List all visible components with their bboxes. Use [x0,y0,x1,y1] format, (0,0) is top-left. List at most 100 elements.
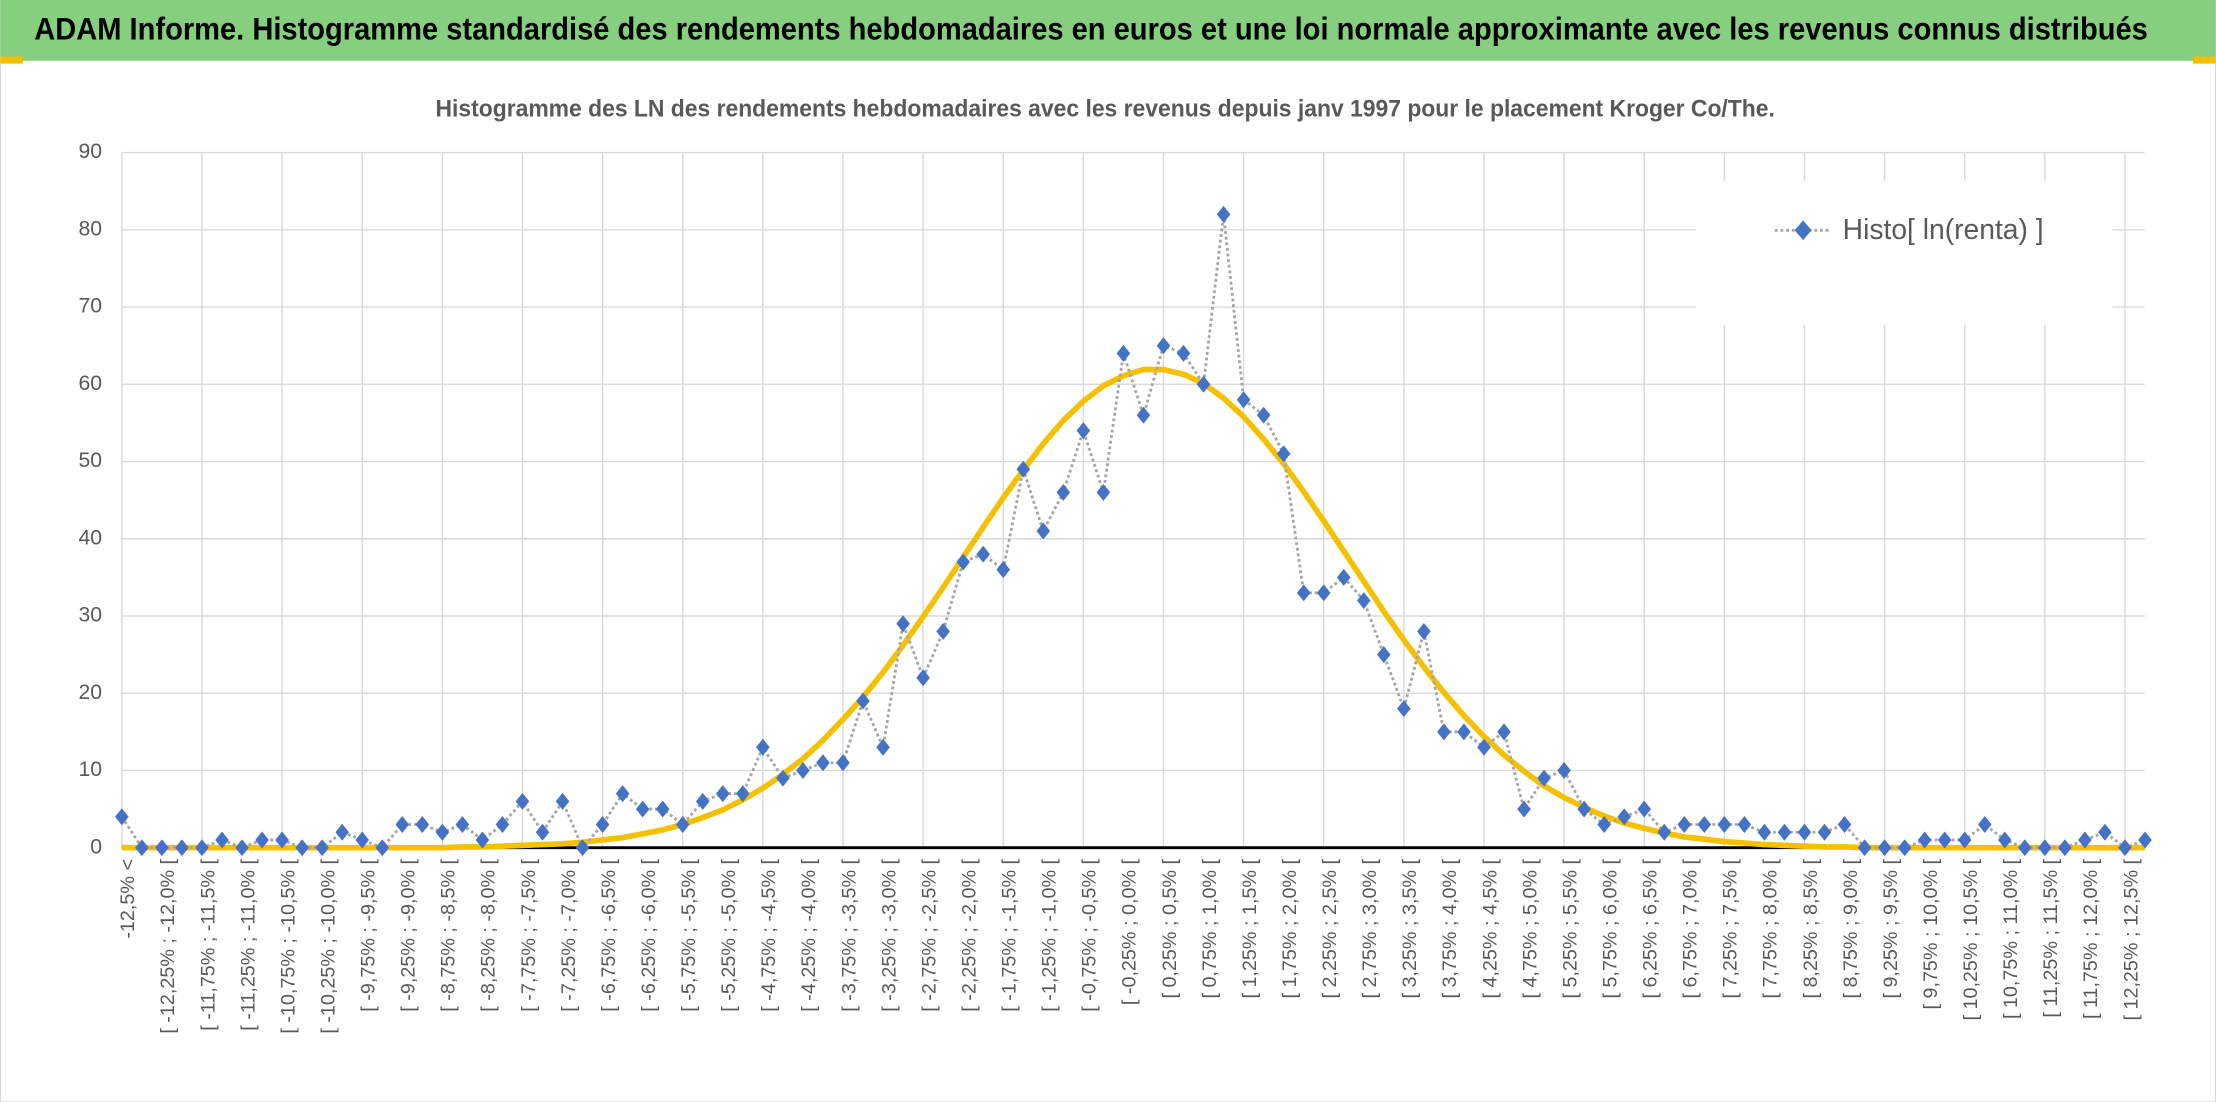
data-point [1677,816,1692,833]
data-point [595,816,610,833]
x-tick-label: [ 9,25% ; 9,5% [ [1880,858,1902,998]
data-point [1877,839,1892,857]
data-point [2078,831,2092,849]
data-point [1116,344,1131,362]
data-point [1957,831,1972,849]
data-point [1176,344,1191,362]
x-tick-label: [ 3,25% ; 3,5% [ [1399,858,1421,998]
data-point [415,816,430,833]
corner [2193,56,2216,64]
x-tick-label: [ -10,75% ; -10,5% [ [277,858,299,1033]
data-point [1998,831,2012,849]
data-point [635,800,650,818]
data-point [1196,375,1211,393]
data-point [1296,584,1311,602]
y-tick-label: 20 [78,681,102,704]
data-point [315,839,329,857]
x-tick-label: [ -6,75% ; -6,5% [ [598,858,620,1011]
data-point [555,792,570,810]
x-tick-label: [ -0,75% ; -0,5% [ [1079,858,1101,1011]
x-tick-label: [ 5,75% ; 6,0% [ [1599,858,1621,998]
x-tick-label: [ -11,75% ; -11,5% [ [197,859,219,1031]
corner [0,56,23,64]
data-point [2038,839,2052,857]
x-tick-label: [ -4,25% ; -4,0% [ [798,858,820,1011]
data-point [1336,568,1351,586]
data-point [836,754,850,772]
x-tick-label: [ 10,75% ; 11,0% [ [2000,858,2022,1019]
data-point [535,823,550,841]
x-tick-label: [ 7,25% ; 7,5% [ [1720,858,1742,998]
x-tick-label: [ -0,25% ; 0,0% [ [1119,858,1141,1005]
x-tick-label: [ -3,75% ; -3,5% [ [838,858,860,1011]
data-point [275,831,289,849]
data-point [675,816,690,833]
x-tick-label: [ 9,75% ; 10,0% [ [1920,858,1942,1009]
x-tick-label: [ -1,75% ; -1,5% [ [999,858,1021,1011]
x-tick-label: [ -9,75% ; -9,5% [ [358,858,380,1011]
data-point [876,738,890,756]
data-point [1136,406,1151,424]
legend-label: Histo[ ln(renta) ] [1843,213,2044,245]
x-tick-label: -12,5% < [117,859,139,939]
data-point [175,839,189,857]
x-tick-label: [ 2,25% ; 2,5% [ [1319,858,1341,998]
data-point [1657,823,1672,841]
data-point [1096,483,1111,501]
data-point [1457,723,1471,741]
y-tick-label: 60 [78,372,102,395]
chart-title: Histogramme des LN des rendements hebdom… [435,96,1774,123]
data-point [1056,483,1071,501]
data-point [1797,823,1812,841]
data-point [1156,337,1171,355]
y-tick-label: 80 [78,217,102,240]
data-point [1036,522,1051,540]
data-point [1497,723,1511,741]
x-tick-label: [ -3,25% ; -3,0% [ [878,858,900,1011]
x-tick-label: [ -5,25% ; -5,0% [ [718,858,740,1011]
data-point [1737,816,1752,833]
x-tick-label: [ 8,75% ; 9,0% [ [1840,858,1862,998]
x-tick-label: [ -5,75% ; -5,5% [ [678,858,700,1011]
x-tick-label: [ -1,25% ; -1,0% [ [1039,858,1061,1011]
x-tick-label: [ 7,75% ; 8,0% [ [1760,858,1782,998]
y-tick-label: 40 [78,526,102,549]
header-title: ADAM Informe. Histogramme standardisé de… [34,11,2148,46]
x-tick-label: [ 4,25% ; 4,5% [ [1479,858,1501,998]
data-point [455,816,470,833]
x-tick-label: [ 5,25% ; 5,5% [ [1559,858,1581,998]
x-tick-label: [ 11,75% ; 12,0% [ [2080,858,2102,1019]
data-point [1316,584,1331,602]
x-tick-label: [ 1,25% ; 1,5% [ [1239,858,1261,998]
data-point [215,831,229,849]
x-tick-label: [ -10,25% ; -10,0% [ [317,858,339,1033]
data-point [776,769,790,787]
data-point [1477,738,1491,756]
y-tick-label: 50 [78,449,102,472]
data-point [655,800,670,818]
data-point [956,553,970,571]
x-tick-label: [ 1,75% ; 2,0% [ [1279,858,1301,998]
legend-box [1695,180,2113,325]
data-point [2018,839,2032,857]
data-point [1857,839,1872,857]
data-point [1216,205,1231,223]
data-point [976,545,990,563]
x-tick-label: [ -11,25% ; -11,0% [ [237,859,259,1031]
data-point [395,816,410,833]
x-tick-label: [ 6,75% ; 7,0% [ [1680,858,1702,998]
y-tick-label: 90 [78,140,102,163]
data-point [756,738,770,756]
x-tick-label: [ -2,75% ; -2,5% [ [918,858,940,1011]
y-tick-label: 0 [90,835,102,858]
data-point [375,839,390,857]
data-point [475,831,490,849]
x-tick-label: [ -7,75% ; -7,5% [ [518,858,540,1011]
x-tick-label: [ -8,75% ; -8,5% [ [438,858,460,1011]
x-tick-label: [ -6,25% ; -6,0% [ [638,858,660,1011]
data-point [2058,839,2072,857]
data-point [335,823,349,841]
data-point [2118,839,2132,857]
x-tick-label: [ 0,25% ; 0,5% [ [1159,858,1181,998]
